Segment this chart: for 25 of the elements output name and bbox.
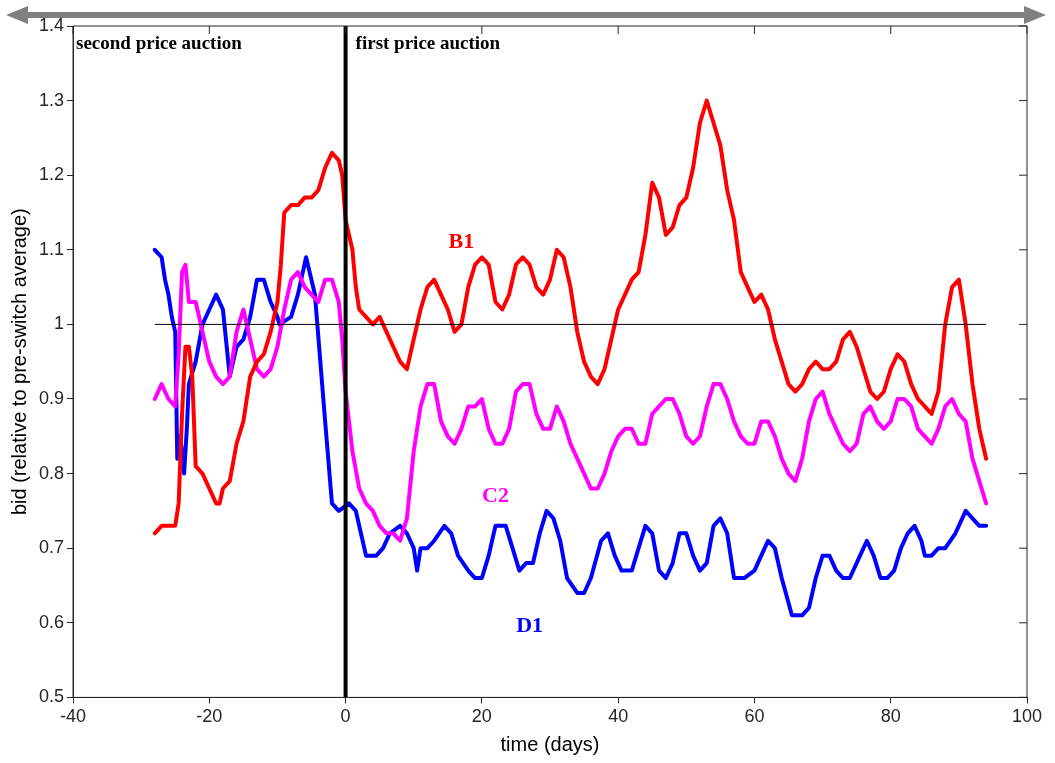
y-tick-label: 1.3	[38, 89, 65, 110]
x-tick-label: 0	[340, 706, 351, 727]
x-tick-label: 80	[880, 706, 901, 727]
x-tick-label: 100	[1011, 706, 1043, 727]
y-tick-label: 0.8	[38, 462, 65, 483]
annotation: first price auction	[355, 32, 501, 54]
y-tick-label: 0.9	[38, 387, 65, 408]
x-tick-label: -20	[196, 706, 223, 727]
annotation: second price auction	[76, 32, 243, 54]
y-tick-label: 1.2	[38, 164, 65, 185]
y-axis-title: bid (relative to pre-switch average)	[7, 208, 30, 516]
series-label: D1	[516, 612, 544, 638]
y-tick-label: 1.1	[38, 238, 65, 259]
y-tick-label: 0.5	[38, 686, 65, 707]
x-axis-title: time (days)	[500, 732, 600, 755]
x-tick-label: 20	[471, 706, 492, 727]
series-label: B1	[448, 228, 475, 254]
y-tick-label: 0.7	[38, 537, 65, 558]
x-tick-label: 40	[608, 706, 629, 727]
y-tick-label: 1	[54, 313, 65, 334]
x-tick-label: -40	[60, 706, 87, 727]
y-tick-label: 0.6	[38, 611, 65, 632]
series-label: C2	[482, 481, 509, 507]
x-tick-label: 60	[744, 706, 765, 727]
y-tick-label: 1.4	[38, 14, 65, 35]
